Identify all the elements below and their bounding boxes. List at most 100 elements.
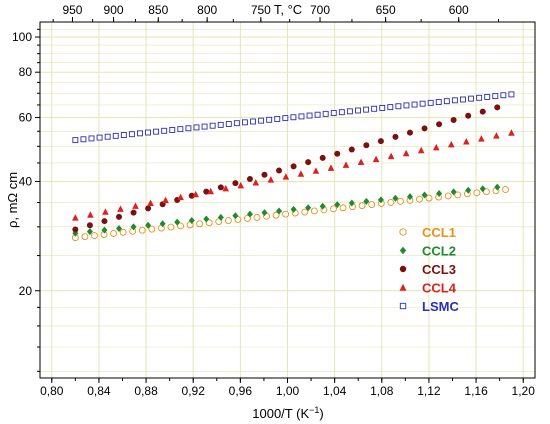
data-point <box>419 100 426 107</box>
data-point <box>301 208 309 216</box>
data-point <box>282 210 290 218</box>
data-point <box>203 215 210 223</box>
data-point <box>81 233 89 241</box>
data-point <box>314 111 321 118</box>
data-point <box>145 205 152 212</box>
top-tick-label: 950 <box>62 3 82 17</box>
data-point <box>116 213 123 220</box>
data-point <box>379 104 386 111</box>
data-point <box>444 192 452 200</box>
data-point <box>276 167 283 174</box>
data-point <box>188 217 195 225</box>
data-point <box>290 114 297 121</box>
data-point <box>117 205 124 212</box>
data-point <box>88 135 95 142</box>
data-point <box>319 202 326 210</box>
x-tick-label: 0,96 <box>229 384 253 398</box>
data-point <box>215 218 223 226</box>
data-point <box>436 121 443 128</box>
data-point <box>282 173 290 180</box>
data-point <box>161 127 168 134</box>
data-point <box>334 201 341 209</box>
data-point <box>96 134 103 141</box>
data-point <box>465 186 472 194</box>
series-ccl4 <box>72 129 515 221</box>
data-point <box>454 191 462 199</box>
data-point <box>169 127 176 133</box>
data-point <box>319 154 326 161</box>
data-point <box>327 164 335 171</box>
data-point <box>148 225 156 233</box>
data-point <box>203 188 210 195</box>
legend-label-ccl2: CCL2 <box>422 244 456 259</box>
x-tick-label: 0,88 <box>134 384 158 398</box>
data-point <box>272 211 280 219</box>
data-point <box>363 106 370 113</box>
data-point <box>478 135 485 142</box>
data-point <box>162 196 169 204</box>
data-point <box>137 130 143 137</box>
x-axis-title: 1000/T (K−1) <box>252 405 323 421</box>
data-point <box>72 214 79 221</box>
x-tick-label: 0,80 <box>40 384 64 398</box>
data-point <box>217 184 224 191</box>
data-point <box>232 212 239 220</box>
data-point <box>243 215 251 222</box>
data-point <box>138 226 146 234</box>
data-point <box>322 110 329 117</box>
legend-marker-lsmc <box>399 302 407 310</box>
data-point <box>421 191 428 199</box>
data-point <box>395 103 402 110</box>
data-point <box>177 222 184 230</box>
data-point <box>494 104 501 111</box>
top-tick-label: 800 <box>197 3 217 17</box>
data-point <box>339 204 347 212</box>
data-point <box>372 155 380 163</box>
axes: 0,80 0,84 0,88 0,92 0,96 1,00 1,04 1,08 1,12 1,16… <box>12 3 535 398</box>
data-point <box>465 112 472 119</box>
data-point <box>102 208 109 215</box>
data-point <box>432 143 440 151</box>
legend-label-lsmc: LSMC <box>422 299 459 314</box>
data-point <box>193 124 200 131</box>
data-point <box>72 226 79 233</box>
top-tick-label: 900 <box>104 3 124 17</box>
y-axis-title: ρ, mΩ cm <box>5 172 20 228</box>
data-point <box>476 94 483 101</box>
data-point <box>403 102 410 109</box>
legend-marker-ccl2 <box>399 246 407 255</box>
data-point <box>357 158 365 166</box>
x-tick-label: 0,92 <box>182 384 206 398</box>
x-axis-title-main: 1000/T (K <box>252 406 309 421</box>
data-point <box>72 137 79 144</box>
data-point <box>237 181 245 189</box>
data-point <box>188 192 195 199</box>
data-point <box>417 146 425 154</box>
legend-label-ccl4: CCL4 <box>422 281 457 296</box>
data-point <box>447 140 455 148</box>
y-tick-label: 80 <box>19 65 33 79</box>
data-point <box>207 187 214 195</box>
data-point <box>276 207 283 215</box>
data-point <box>246 210 253 218</box>
data-point <box>479 185 486 193</box>
data-point <box>192 190 199 198</box>
data-point <box>217 121 224 128</box>
data-point <box>330 110 337 116</box>
data-point <box>145 221 152 229</box>
data-point <box>110 229 118 237</box>
x-tick-label: 0,84 <box>87 384 111 398</box>
legend-label-ccl3: CCL3 <box>422 262 456 277</box>
data-point <box>298 113 305 120</box>
series-ccl3 <box>72 104 501 233</box>
data-point <box>493 132 500 139</box>
data-point <box>290 205 297 213</box>
data-point <box>355 107 361 114</box>
data-point <box>145 129 151 136</box>
top-tick-label: 750 <box>251 3 271 17</box>
data-point <box>130 223 137 231</box>
data-point <box>402 149 410 157</box>
y-tick-label: 100 <box>12 30 32 44</box>
data-point <box>261 171 268 178</box>
data-point <box>427 99 434 106</box>
